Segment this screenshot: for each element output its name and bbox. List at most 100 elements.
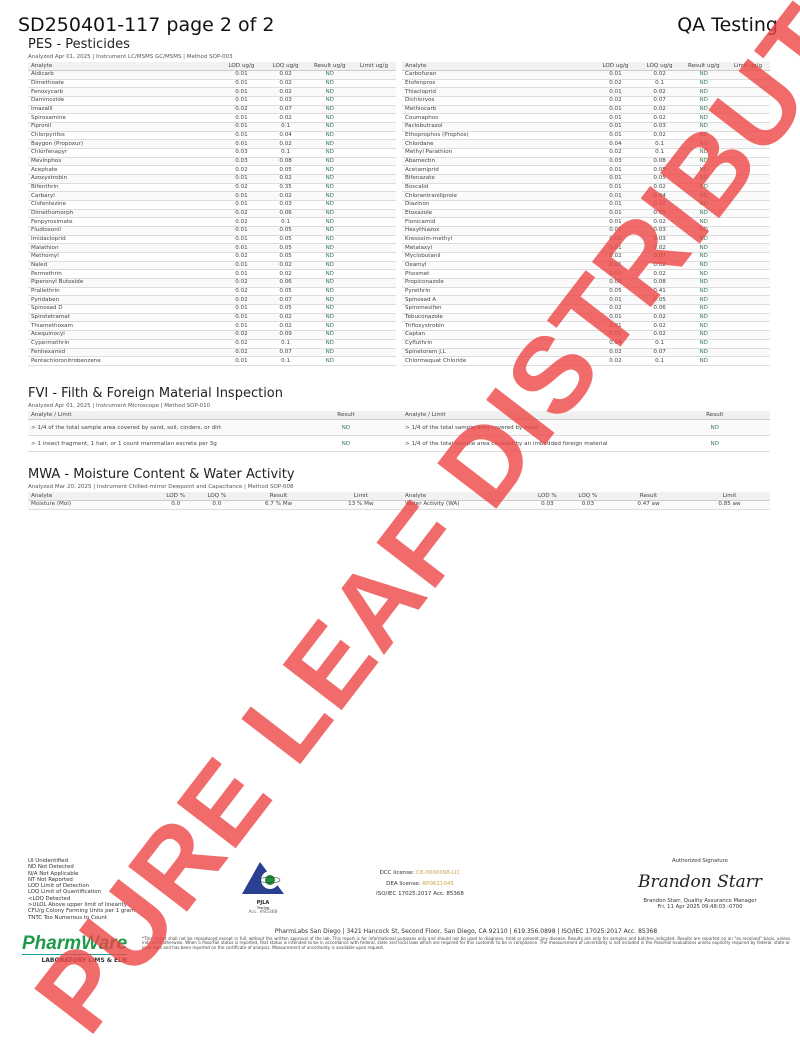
value-cell: 0.01 <box>219 191 264 202</box>
analyte-name: Spinosad A <box>402 295 594 306</box>
table-row: Daminozide 0.01 0.03 ND <box>28 96 396 106</box>
value-cell: ND <box>681 304 726 314</box>
analyte-name: Etofenprox <box>402 79 594 89</box>
analyte-name: Myclobutanil <box>402 252 594 262</box>
value-cell: 0.01 <box>593 87 638 97</box>
value-cell: 0.02 <box>219 339 264 349</box>
table-row: Cyfluthrin 0.04 0.1 ND <box>402 339 770 349</box>
value-cell: 0.02 <box>263 269 308 280</box>
limit-cell <box>351 313 396 323</box>
limit-cell <box>725 131 770 141</box>
value-cell: 0.05 <box>263 252 308 262</box>
value-cell: 0.01 <box>593 330 638 340</box>
value-cell: 0.05 <box>263 226 308 236</box>
pesticides-table-right: Analyte LOD ug/g LOQ ug/g Result ug/g Limit … <box>402 62 770 366</box>
limit-cell <box>351 261 396 271</box>
value-cell: 0.02 <box>219 183 264 193</box>
table-row: Azoxystrobin 0.01 0.02 ND <box>28 174 396 184</box>
legend-item: TNTC Too Numerous to Count <box>28 914 107 921</box>
license-block: DCC license: C8-0000098-LIC DEA license:… <box>340 868 500 900</box>
value-cell: 0.1 <box>637 356 682 366</box>
analyte-name: Pentachloronitrobenzene <box>28 356 220 366</box>
pharmware-logo: PharmWare LABORATORY LIMS & ELN <box>22 934 127 964</box>
limit-cell <box>725 209 770 219</box>
analyte-name: Ethoprophos (Prophos) <box>402 131 594 141</box>
table-row: Kresoxim-methyl 0.01 0.03 ND <box>402 235 770 245</box>
value-cell: 0.02 <box>637 70 682 80</box>
value-cell: 0.03 <box>219 148 264 158</box>
analyte-name: Thiacloprid <box>402 87 594 97</box>
value-cell: 0.0 <box>155 500 197 510</box>
limit-cell <box>351 183 396 193</box>
limit-cell <box>725 70 770 80</box>
table-row: Chlorpyrifos 0.01 0.04 ND <box>28 131 396 141</box>
analyte-name: Dichlorvos <box>402 96 594 106</box>
analyte-name: Chlorpyrifos <box>28 131 220 141</box>
value-cell: ND <box>681 191 726 202</box>
table-row: Flonicamid 0.01 0.02 ND <box>402 217 770 228</box>
fvi-table-left: Analyte / Limit Result > 1/4 of the total … <box>28 411 402 452</box>
analyte-name: Chlormequat Chloride <box>402 356 594 366</box>
value-cell: 0.07 <box>637 96 682 106</box>
table-row: Oxamyl 0.01 0.02 ND <box>402 261 770 271</box>
logo-tagline: LABORATORY LIMS & ELN <box>41 957 127 964</box>
table-row: Etoxazole 0.01 0.05 ND <box>402 209 770 219</box>
value-cell: ND <box>681 70 726 80</box>
value-cell: 0.35 <box>263 183 308 193</box>
column-header: LOD ug/g <box>219 62 264 71</box>
legend-item: <LOQ Detected <box>28 895 71 902</box>
limit-cell <box>351 157 396 167</box>
value-cell: ND <box>681 139 726 150</box>
value-cell: ND <box>681 96 726 106</box>
signature: Brandon Starr <box>637 872 763 892</box>
value-cell: ND <box>681 243 726 254</box>
limit-cell <box>725 330 770 340</box>
column-header: Analyte / Limit <box>402 411 660 420</box>
value-cell: ND <box>681 200 726 210</box>
analyte-name: > 1 insect fragment, 1 hair, or 1 count … <box>28 435 290 452</box>
value-cell: ND <box>307 269 352 280</box>
limit-cell <box>725 321 770 332</box>
analyte-name: Oxamyl <box>402 261 594 271</box>
value-cell: ND <box>307 139 352 150</box>
analyte-name: Mevinphos <box>28 157 220 167</box>
value-cell: 0.02 <box>263 139 308 150</box>
client-name: QA Testing <box>677 14 778 36</box>
analyte-name: Acephate <box>28 165 220 176</box>
limit-cell <box>351 105 396 115</box>
value-cell: 0.02 <box>593 304 638 314</box>
limit-cell <box>351 148 396 158</box>
table-row: Baygon (Propoxur) 0.01 0.02 ND <box>28 139 396 150</box>
table-row: Myclobutanil 0.02 0.07 ND <box>402 252 770 262</box>
value-cell: ND <box>307 330 352 340</box>
table-row: Naled 0.01 0.02 ND <box>28 261 396 271</box>
table-row: Clofentezine 0.01 0.03 ND <box>28 200 396 210</box>
table-row: Spinosad D 0.01 0.05 ND <box>28 304 396 314</box>
value-cell: 0.02 <box>263 113 308 124</box>
limit-cell <box>725 200 770 210</box>
table-row: Chlordane 0.04 0.1 ND <box>402 139 770 150</box>
value-cell: 0.01 <box>593 191 638 202</box>
column-header: Analyte <box>402 492 528 501</box>
value-cell: ND <box>307 226 352 236</box>
value-cell: ND <box>289 419 402 436</box>
value-cell: ND <box>307 200 352 210</box>
value-cell: 0.05 <box>637 174 682 184</box>
analyte-name: Fludioxonil <box>28 226 220 236</box>
analyte-name: Dimethomorph <box>28 209 220 219</box>
table-row: Spirotetramat 0.01 0.02 ND <box>28 313 396 323</box>
value-cell: 0.01 <box>219 113 264 124</box>
analyte-name: Prallethrin <box>28 287 220 297</box>
value-cell: 0.01 <box>593 113 638 124</box>
value-cell: 0.03 <box>567 500 609 510</box>
table-row: > 1/4 of the total sample area covered b… <box>28 419 402 436</box>
value-cell: 0.02 <box>219 105 264 115</box>
value-cell: 0.06 <box>263 209 308 219</box>
table-row: Pentachloronitrobenzene 0.01 0.1 ND <box>28 356 396 366</box>
table-row: Carbaryl 0.01 0.02 ND <box>28 191 396 202</box>
pjla-name: PJLA <box>256 900 270 906</box>
analyte-name: Dimethoate <box>28 79 220 89</box>
value-cell: 0.02 <box>593 252 638 262</box>
limit-cell <box>351 191 396 202</box>
value-cell: ND <box>307 209 352 219</box>
